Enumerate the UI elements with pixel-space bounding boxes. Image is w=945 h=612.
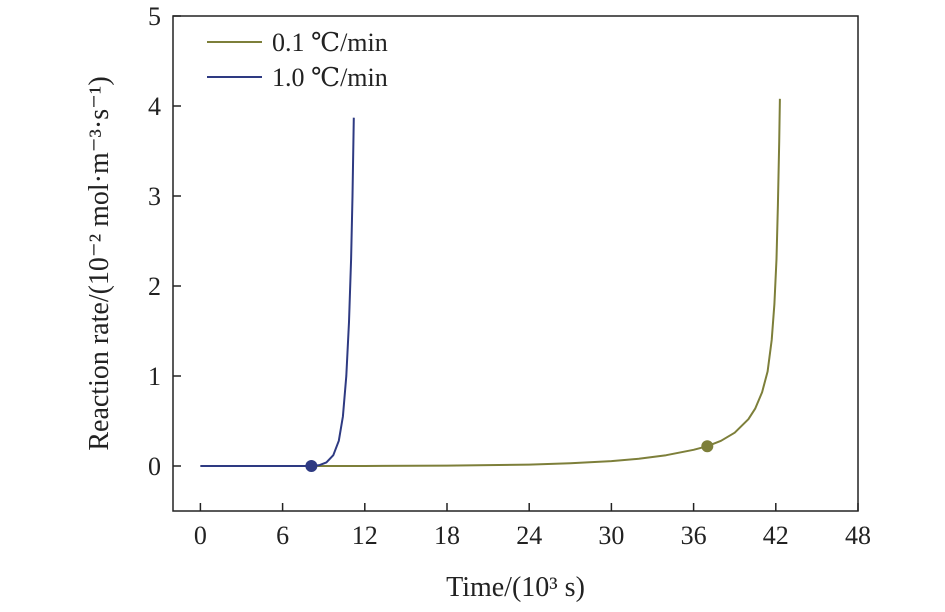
y-tick-label-4: 4	[148, 92, 161, 121]
x-tick-label-2: 12	[352, 521, 378, 550]
series-marker-0	[701, 440, 714, 453]
plot-frame	[172, 15, 859, 512]
y-tick-label-2: 2	[148, 272, 161, 301]
series-marker-1	[305, 460, 318, 472]
x-axis-label: Time/(10³ s)	[446, 572, 585, 603]
y-tick-label-3: 3	[148, 182, 161, 211]
y-axis-label: Reaction rate/(10⁻² mol·m⁻³·s⁻¹)	[84, 76, 115, 450]
x-tick-label-5: 30	[598, 521, 624, 550]
y-tick-label-0: 0	[148, 452, 161, 481]
x-tick-label-4: 24	[516, 521, 542, 550]
y-tick-label-5: 5	[148, 2, 161, 31]
x-tick-label-1: 6	[276, 521, 289, 550]
series-line-0	[200, 98, 781, 467]
x-tick-label-3: 18	[434, 521, 460, 550]
series-line-1	[200, 117, 355, 467]
series-layer	[200, 98, 781, 472]
y-tick-label-1: 1	[148, 362, 161, 391]
legend-label-0: 0.1 ℃/min	[272, 28, 388, 57]
x-tick-label-8: 48	[845, 521, 871, 550]
x-tick-label-0: 0	[194, 521, 207, 550]
x-tick-label-7: 42	[763, 521, 789, 550]
legend-label-1: 1.0 ℃/min	[272, 63, 388, 92]
x-tick-label-6: 36	[681, 521, 707, 550]
legend: 0.1 ℃/min 1.0 ℃/min	[207, 28, 388, 92]
